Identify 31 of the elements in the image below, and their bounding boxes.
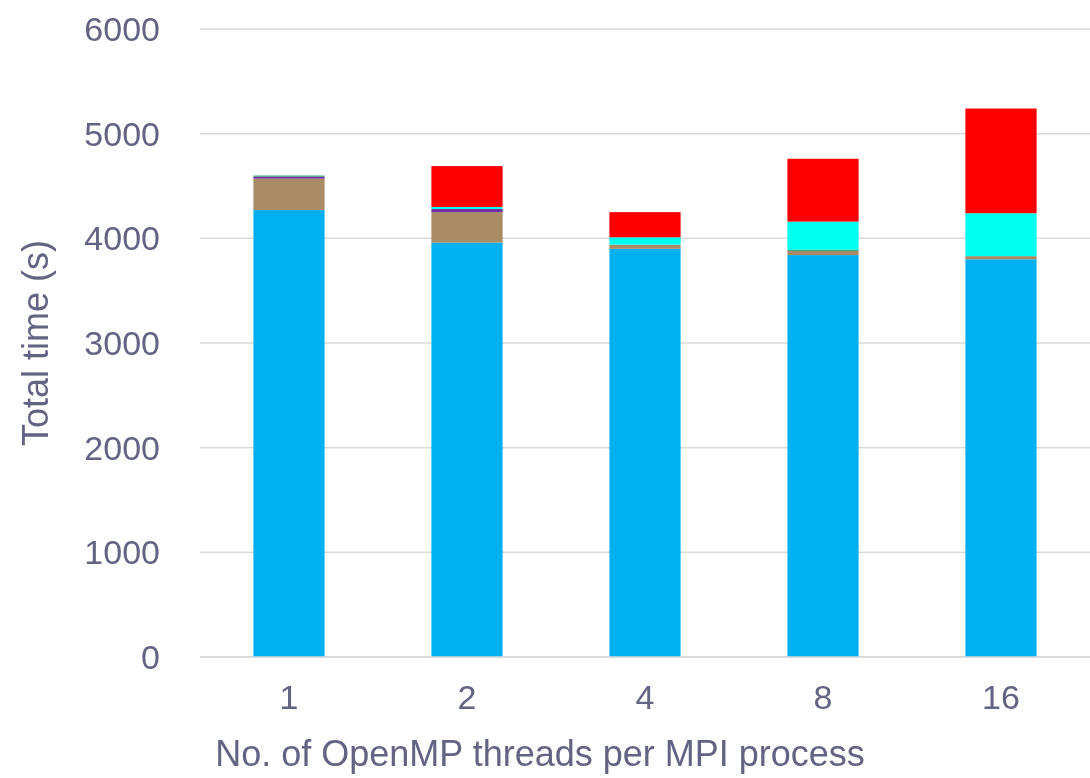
bar [965, 213, 1037, 257]
x-tick-label: 16 [982, 678, 1020, 716]
bar [787, 158, 859, 222]
x-tick-label: 1 [279, 678, 299, 716]
bar [253, 210, 325, 657]
x-tick-label: 8 [813, 678, 833, 716]
bar [609, 244, 681, 249]
bar [609, 237, 681, 245]
bar [253, 178, 325, 211]
y-tick-label: 1000 [84, 533, 160, 572]
y-tick-label: 6000 [84, 9, 160, 48]
bar [609, 212, 681, 238]
y-axis-title: Total time (s) [15, 239, 56, 447]
x-axis-title: No. of OpenMP threads per MPI process [215, 733, 865, 774]
x-tick-label: 2 [457, 678, 477, 716]
bar [787, 250, 859, 256]
bar [431, 212, 503, 243]
bar [787, 255, 859, 657]
bar [965, 259, 1037, 657]
bar [787, 221, 859, 250]
bar [431, 166, 503, 207]
y-tick-label: 5000 [84, 114, 160, 153]
y-tick-label: 0 [141, 637, 160, 676]
bar [965, 256, 1037, 260]
bar [431, 242, 503, 657]
bar [609, 248, 681, 657]
y-tick-label: 3000 [84, 323, 160, 362]
x-tick-label: 4 [635, 678, 655, 716]
y-tick-label: 2000 [84, 428, 160, 467]
bar [965, 108, 1037, 214]
y-tick-label: 4000 [84, 219, 160, 258]
